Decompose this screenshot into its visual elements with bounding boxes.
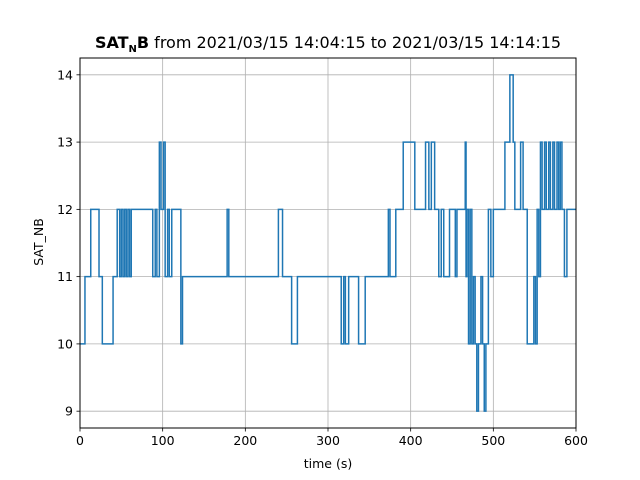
y-tick-label: 13: [57, 135, 73, 150]
x-tick-label: 100: [151, 433, 175, 448]
x-tick-label: 500: [481, 433, 505, 448]
x-axis-label: time (s): [304, 456, 352, 471]
title-date-range: from 2021/03/15 14:04:15 to 2021/03/15 1…: [149, 33, 561, 52]
y-axis-label: SAT_NB: [31, 218, 46, 266]
x-axis-ticks: 0 100 200 300 400 500 600: [76, 428, 588, 448]
series-line: [80, 74, 576, 412]
x-tick-label: 200: [233, 433, 257, 448]
y-tick-label: 9: [65, 404, 73, 419]
chart-title: SATNB from 2021/03/15 14:04:15 to 2021/0…: [95, 33, 561, 55]
title-main-end: B: [137, 33, 149, 52]
y-tick-label: 11: [57, 269, 73, 284]
y-axis-ticks: 9 10 11 12 13 14: [57, 67, 80, 419]
y-tick-label: 10: [57, 336, 73, 351]
x-tick-label: 600: [564, 433, 588, 448]
series-layer: [80, 74, 576, 412]
x-tick-label: 0: [76, 433, 84, 448]
y-tick-label: 14: [57, 67, 73, 82]
title-subscript: N: [129, 44, 137, 55]
x-tick-label: 400: [399, 433, 423, 448]
y-tick-label: 12: [57, 202, 73, 217]
x-tick-label: 300: [316, 433, 340, 448]
title-main: SAT: [95, 33, 129, 52]
